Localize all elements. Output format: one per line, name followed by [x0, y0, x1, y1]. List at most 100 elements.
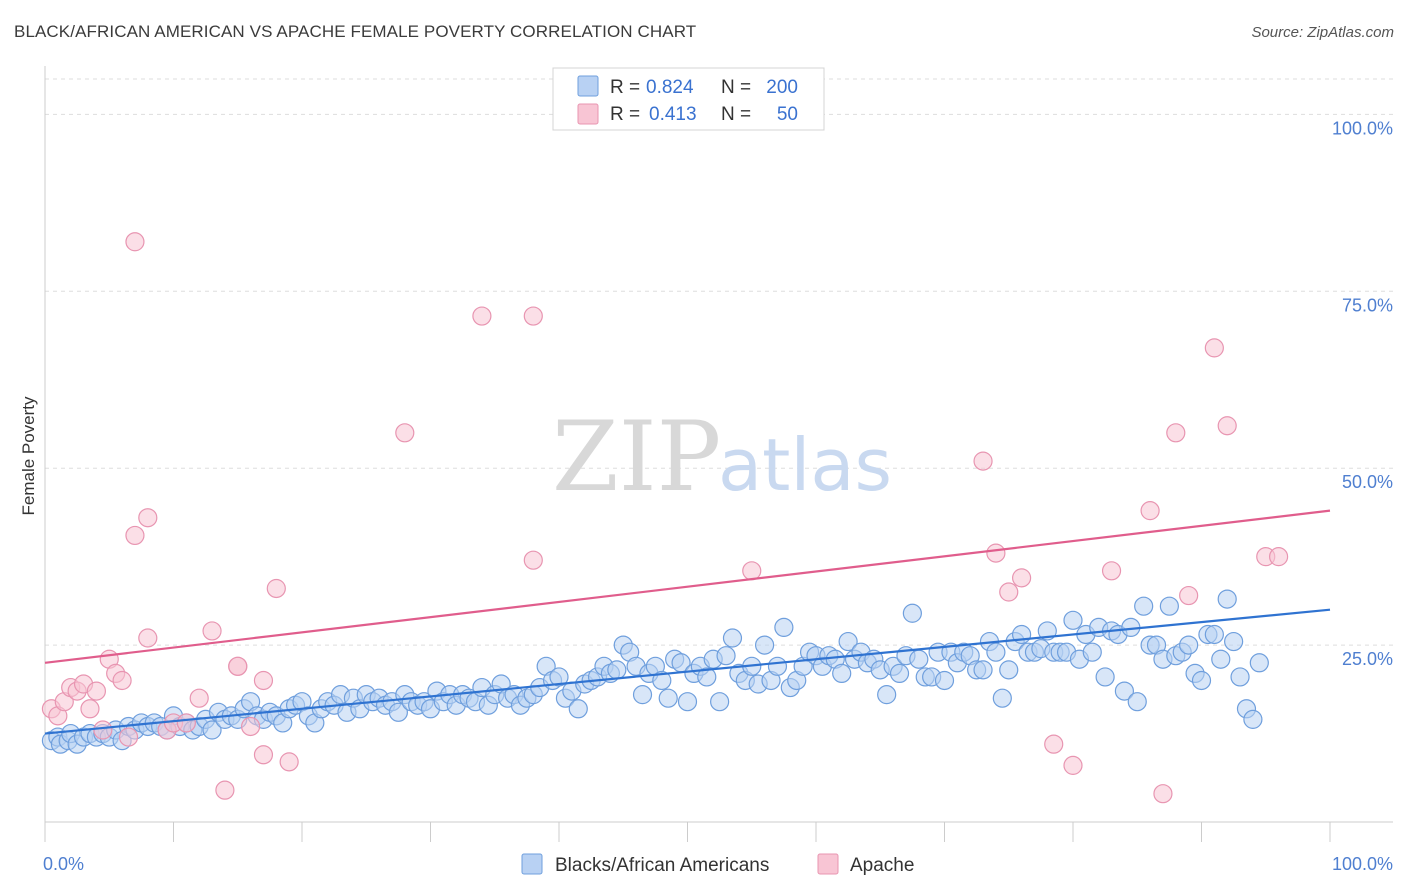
- point-blacks: [202, 720, 222, 740]
- y-tick-label: 75.0%: [1342, 295, 1393, 315]
- bottom-legend-label-blacks: Blacks/African Americans: [555, 855, 769, 876]
- x-tick-label: 100.0%: [1332, 854, 1393, 874]
- point-blacks: [1179, 635, 1199, 655]
- point-blacks: [716, 646, 736, 666]
- point-apache: [1044, 734, 1064, 754]
- watermark: ZIP atlas: [552, 401, 892, 513]
- point-apache: [999, 582, 1019, 602]
- point-apache: [973, 451, 993, 471]
- point-apache: [1153, 784, 1173, 804]
- trend-lines: [44, 509, 1331, 735]
- point-apache: [279, 752, 299, 772]
- point-apache: [1179, 585, 1199, 606]
- point-apache: [125, 525, 145, 546]
- point-apache: [253, 670, 274, 691]
- point-blacks: [1211, 649, 1231, 669]
- point-blacks: [652, 670, 672, 691]
- point-apache: [189, 688, 209, 708]
- point-blacks: [902, 603, 922, 623]
- point-blacks: [986, 642, 1006, 662]
- point-blacks: [607, 660, 627, 680]
- point-apache: [86, 681, 107, 701]
- point-blacks: [1249, 653, 1269, 673]
- legend-n-value-0: 200: [766, 77, 798, 98]
- point-apache: [742, 561, 762, 581]
- point-apache: [472, 306, 492, 326]
- point-apache: [395, 423, 415, 443]
- source-label: Source: ZipAtlas.com: [1251, 24, 1394, 41]
- point-apache: [138, 628, 158, 648]
- legend-n-value-1: 50: [777, 104, 798, 125]
- point-apache: [1101, 561, 1122, 581]
- point-apache: [1011, 568, 1032, 588]
- point-blacks: [1114, 681, 1135, 701]
- point-apache: [1204, 338, 1224, 358]
- point-apache: [1166, 423, 1186, 443]
- point-apache: [125, 232, 145, 252]
- axes: [44, 66, 1393, 842]
- trend-line-blacks: [44, 608, 1331, 735]
- point-blacks: [889, 663, 910, 684]
- point-blacks: [838, 631, 858, 652]
- point-blacks: [1230, 667, 1250, 687]
- chart-title: BLACK/AFRICAN AMERICAN VS APACHE FEMALE …: [14, 22, 697, 41]
- point-blacks: [1063, 610, 1083, 630]
- point-apache: [266, 578, 286, 599]
- point-blacks: [632, 685, 653, 705]
- point-blacks: [1217, 589, 1237, 609]
- point-blacks: [774, 617, 794, 638]
- y-tick-label: 25.0%: [1342, 649, 1393, 669]
- legend-r-label-0: R =: [610, 77, 640, 98]
- point-apache: [112, 670, 132, 691]
- point-apache: [523, 306, 543, 326]
- point-blacks: [934, 670, 955, 691]
- point-blacks: [722, 628, 743, 648]
- point-blacks: [677, 692, 698, 712]
- watermark-zip: ZIP: [552, 401, 721, 513]
- point-blacks: [1095, 667, 1115, 687]
- point-apache: [1268, 547, 1289, 567]
- bottom-legend: Blacks/African Americans Apache: [521, 853, 914, 876]
- legend-swatch-blacks: [577, 75, 599, 97]
- x-tick-label: 0.0%: [43, 854, 84, 874]
- bottom-legend-swatch-blacks: [521, 853, 543, 875]
- point-blacks: [697, 667, 717, 687]
- point-blacks: [754, 635, 775, 655]
- point-blacks: [549, 667, 569, 687]
- point-apache: [986, 543, 1006, 563]
- point-blacks: [1243, 709, 1263, 729]
- x-tick-labels: 0.0% 100.0%: [43, 854, 1393, 874]
- point-blacks: [1159, 596, 1179, 616]
- point-blacks: [1191, 670, 1212, 691]
- point-blacks: [1127, 692, 1147, 712]
- point-apache: [1217, 416, 1237, 436]
- y-tick-labels: 25.0% 50.0% 75.0% 100.0%: [1332, 118, 1393, 669]
- y-tick-label: 100.0%: [1332, 118, 1393, 138]
- trend-line-apache: [44, 509, 1331, 664]
- watermark-atlas: atlas: [718, 423, 892, 507]
- point-blacks: [992, 688, 1012, 708]
- legend-r-value-1: 0.413: [649, 104, 697, 125]
- legend-box: R = 0.824 N = 200 R = 0.413 N = 50: [552, 67, 825, 131]
- point-apache: [253, 745, 274, 765]
- point-blacks: [1134, 596, 1154, 616]
- point-apache: [523, 550, 543, 570]
- point-apache: [241, 716, 261, 737]
- point-blacks: [767, 656, 788, 676]
- point-apache: [1063, 755, 1083, 775]
- point-apache: [93, 720, 113, 740]
- series-blacks-points: [41, 589, 1269, 754]
- bottom-legend-label-apache: Apache: [850, 855, 914, 876]
- point-apache: [138, 508, 158, 528]
- point-apache: [202, 621, 222, 641]
- point-blacks: [1204, 624, 1224, 645]
- legend-r-value-0: 0.824: [646, 77, 694, 98]
- legend-n-label-1: N =: [721, 104, 751, 125]
- point-blacks: [999, 660, 1019, 680]
- bottom-legend-swatch-apache: [817, 853, 839, 875]
- point-blacks: [388, 702, 408, 722]
- legend-swatch-apache: [577, 103, 599, 125]
- point-blacks: [973, 660, 993, 680]
- point-blacks: [568, 699, 588, 719]
